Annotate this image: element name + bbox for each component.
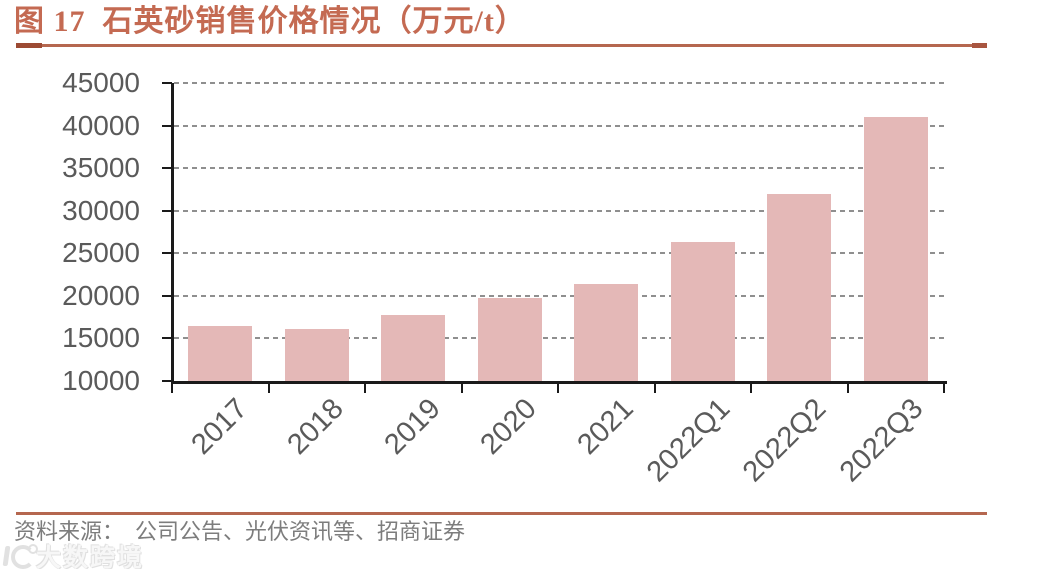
y-tick-10000 — [162, 380, 172, 382]
title-rule — [16, 44, 987, 47]
source-note: 资料来源： 公司公告、光伏资讯等、招商证券 — [14, 519, 466, 544]
title-rule-left-cap — [16, 43, 42, 48]
x-tick-label-2017: 2017 — [185, 392, 254, 461]
y-tick-label-25000: 25000 — [62, 237, 140, 269]
y-tick-20000 — [162, 294, 172, 297]
bar-2020 — [477, 298, 542, 381]
bar-2022Q3 — [863, 117, 928, 381]
x-tick-6 — [750, 384, 752, 393]
gridline-30000 — [174, 209, 944, 212]
y-tick-25000 — [162, 252, 172, 255]
x-tick-label-2020: 2020 — [474, 392, 543, 461]
x-tick-label-2022Q3: 2022Q3 — [833, 392, 929, 489]
y-tick-label-40000: 40000 — [62, 109, 140, 141]
bar-chart: 10000 15000 20000 25000 30000 35000 40000 45000… — [62, 67, 947, 489]
watermark-text: 大数跨境 — [36, 544, 145, 569]
gridline-40000 — [174, 124, 944, 127]
x-tick-label-2021: 2021 — [571, 392, 640, 461]
figure-title: 图 17 石英砂销售价格情况（万元/t） — [14, 5, 526, 38]
y-tick-label-45000: 45000 — [62, 67, 140, 98]
gridline-20000 — [174, 294, 944, 297]
x-tick-4 — [557, 384, 559, 393]
y-tick-30000 — [162, 209, 172, 212]
x-tick-7 — [846, 384, 849, 393]
x-tick-3 — [460, 384, 463, 393]
source-divider-rule — [16, 512, 987, 515]
x-tick-2 — [364, 384, 366, 393]
x-tick-label-2019: 2019 — [378, 392, 447, 461]
bar-2018 — [284, 329, 349, 381]
y-tick-label-15000: 15000 — [62, 322, 140, 354]
watermark: 大数跨境 — [2, 538, 144, 569]
x-tick-1 — [267, 384, 270, 393]
y-tick-45000 — [162, 82, 172, 84]
gridline-35000 — [174, 167, 944, 170]
y-axis-line — [171, 83, 174, 384]
gridline-45000 — [174, 82, 944, 84]
y-tick-label-10000: 10000 — [62, 365, 140, 396]
bar-2019 — [381, 314, 446, 381]
x-tick-8 — [943, 384, 945, 393]
x-tick-label-2018: 2018 — [281, 392, 350, 461]
y-tick-label-30000: 30000 — [62, 194, 140, 226]
x-axis-line — [171, 381, 947, 384]
y-tick-label-35000: 35000 — [62, 152, 140, 184]
y-tick-label-20000: 20000 — [62, 279, 140, 311]
gridline-25000 — [174, 252, 944, 255]
bar-2021 — [574, 283, 639, 381]
x-tick-label-2022Q1: 2022Q1 — [640, 392, 736, 489]
y-tick-40000 — [162, 124, 172, 127]
bar-2017 — [188, 325, 253, 381]
y-tick-15000 — [162, 337, 172, 340]
bar-2022Q1 — [670, 242, 735, 381]
title-rule-right-cap — [972, 43, 987, 48]
bar-2022Q2 — [767, 193, 832, 381]
gridline-15000 — [174, 337, 944, 340]
x-tick-5 — [653, 384, 656, 393]
watermark-logo-icon — [2, 542, 38, 569]
x-tick-label-2022Q2: 2022Q2 — [736, 392, 833, 489]
x-tick-0 — [171, 384, 173, 393]
y-tick-35000 — [162, 167, 172, 170]
